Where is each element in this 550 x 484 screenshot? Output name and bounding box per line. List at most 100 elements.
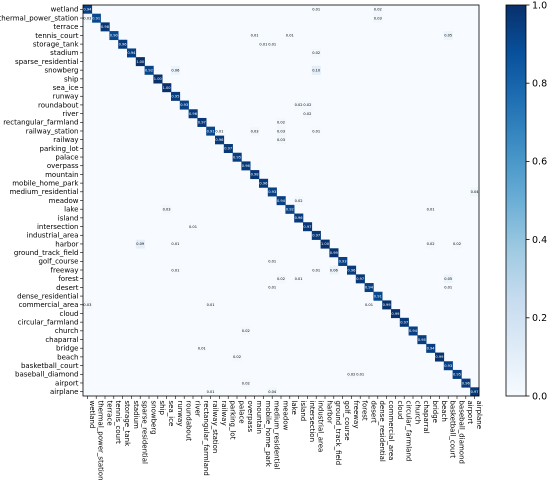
heatmap-cell-offdiagonal: [373, 13, 383, 23]
cell-value-label: 0.01: [365, 303, 373, 307]
x-tick-label: medium_residential: [273, 401, 281, 470]
y-tick-label: railway: [53, 136, 78, 144]
y-tick-label: meadow: [49, 197, 79, 205]
heatmap-cell-diagonal: [470, 387, 480, 397]
cell-value-label: 0.99: [435, 355, 444, 359]
heatmap-cell-offdiagonal: [311, 126, 321, 136]
x-tick-label: roundabout: [185, 401, 193, 442]
cell-value-label: 0.06: [330, 268, 339, 272]
cell-value-label: 0.96: [347, 268, 356, 272]
heatmap-cell-offdiagonal: [188, 222, 198, 232]
heatmap-cell-offdiagonal: [364, 300, 374, 310]
cell-value-label: 0.04: [471, 190, 480, 194]
colorbar-tick-label: 0.6: [532, 157, 547, 168]
x-tick-label: meadow: [281, 401, 289, 431]
heatmap-cell-offdiagonal: [241, 378, 251, 388]
x-tick-label: palace: [237, 401, 245, 424]
heatmap-cell-offdiagonal: [443, 283, 453, 293]
y-tick-label: mobile_home_park: [12, 180, 79, 188]
cell-value-label: 0.01: [444, 286, 452, 290]
x-axis: wetland thermal_power_station terrace tenni…: [87, 396, 483, 481]
x-tick-label: bridge: [431, 401, 439, 423]
cell-value-label: 0.01: [171, 242, 179, 246]
cell-value-label: 0.01: [171, 268, 179, 272]
heatmap-cell-diagonal: [320, 239, 330, 249]
y-tick-label: circular_farmland: [18, 319, 79, 327]
x-tick-label: tennis_court: [114, 401, 122, 444]
heatmap-cell-offdiagonal: [311, 48, 321, 58]
y-tick-label: palace: [55, 153, 78, 161]
cell-value-label: 0.90: [110, 34, 119, 38]
x-tick-label: harbor: [325, 401, 333, 424]
cell-value-label: 0.98: [251, 173, 260, 177]
cell-value-label: 0.99: [391, 312, 400, 316]
heatmap-cell-offdiagonal: [206, 300, 216, 310]
cell-value-label: 0.03: [163, 207, 171, 211]
cell-value-label: 0.02: [277, 121, 285, 125]
heatmap-cell-diagonal: [188, 109, 198, 119]
x-tick-label: golf_course: [343, 401, 351, 441]
cell-value-label: 0.02: [374, 8, 382, 12]
y-tick-label: cloud: [60, 310, 79, 318]
cell-value-label: 0.91: [374, 294, 382, 298]
cell-value-label: 0.04: [268, 390, 277, 394]
cell-value-label: 0.95: [233, 155, 241, 159]
x-tick-label: industrial_area: [317, 401, 325, 453]
y-tick-label: harbor: [55, 240, 78, 248]
cell-value-label: 0.01: [312, 268, 320, 272]
heatmap-cell-diagonal: [100, 22, 110, 32]
heatmap-cell-diagonal: [347, 265, 357, 275]
cell-value-label: 0.02: [233, 355, 241, 359]
cell-value-label: 0.09: [136, 242, 145, 246]
heatmap-cell-offdiagonal: [347, 369, 357, 379]
cell-value-label: 0.93: [444, 364, 452, 368]
y-tick-label: baseball_diamond: [15, 371, 78, 379]
y-tick-label: desert: [56, 284, 79, 292]
y-tick-label: runway: [53, 93, 79, 101]
heatmap-cell-offdiagonal: [373, 5, 383, 14]
cell-value-label: 0.99: [330, 251, 339, 255]
cell-value-label: 0.94: [127, 51, 136, 55]
cell-value-label: 0.01: [207, 303, 215, 307]
heatmap-cell-offdiagonal: [426, 204, 436, 214]
cell-value-label: 1.00: [136, 60, 145, 64]
heatmap-cell-offdiagonal: [83, 13, 93, 23]
x-tick-label: rectangular_farmland: [202, 401, 210, 476]
heatmap-cell-offdiagonal: [276, 126, 286, 136]
cell-value-label: 0.91: [207, 129, 215, 133]
heatmap-cell-offdiagonal: [83, 300, 93, 310]
heatmap-cell-offdiagonal: [276, 117, 286, 127]
y-tick-label: basketball_court: [21, 362, 79, 370]
heatmap-cell-diagonal: [91, 13, 101, 23]
heatmap-cell-diagonal: [162, 83, 172, 93]
cell-value-label: 0.01: [427, 207, 435, 211]
heatmap-cell-offdiagonal: [171, 65, 181, 75]
heatmap-cell-offdiagonal: [267, 283, 277, 293]
cell-value-label: 0.02: [303, 103, 311, 107]
cell-value-label: 0.02: [277, 277, 285, 281]
heatmap-cell-offdiagonal: [294, 274, 304, 284]
cell-value-label: 0.97: [303, 225, 311, 229]
y-tick-label: chaparral: [45, 336, 78, 344]
cell-value-label: 0.96: [259, 181, 268, 185]
heatmap-cell-diagonal: [197, 117, 207, 127]
cell-value-label: 0.01: [189, 225, 197, 229]
heatmap-cell-diagonal: [259, 178, 269, 188]
cell-value-label: 0.96: [242, 164, 251, 168]
y-tick-label: storage_tank: [33, 41, 80, 49]
cell-value-label: 1.00: [163, 86, 172, 90]
heatmap-cell-offdiagonal: [259, 39, 269, 49]
cell-value-label: 0.93: [180, 103, 188, 107]
heatmap-cell-diagonal: [241, 161, 251, 171]
heatmap-cell-diagonal: [399, 317, 409, 327]
heatmap-cell-offdiagonal: [303, 109, 313, 119]
heatmap-cell-diagonal: [338, 256, 348, 266]
heatmap-cell-diagonal: [83, 5, 93, 14]
y-tick-label: rectangular_farmland: [3, 119, 78, 127]
cell-value-label: 0.98: [101, 25, 110, 29]
cell-value-label: 0.97: [224, 147, 232, 151]
y-tick-label: bridge: [56, 345, 78, 353]
cell-value-label: 0.01: [312, 8, 320, 12]
cell-value-label: 0.02: [295, 103, 303, 107]
y-tick-label: ship: [64, 75, 79, 83]
